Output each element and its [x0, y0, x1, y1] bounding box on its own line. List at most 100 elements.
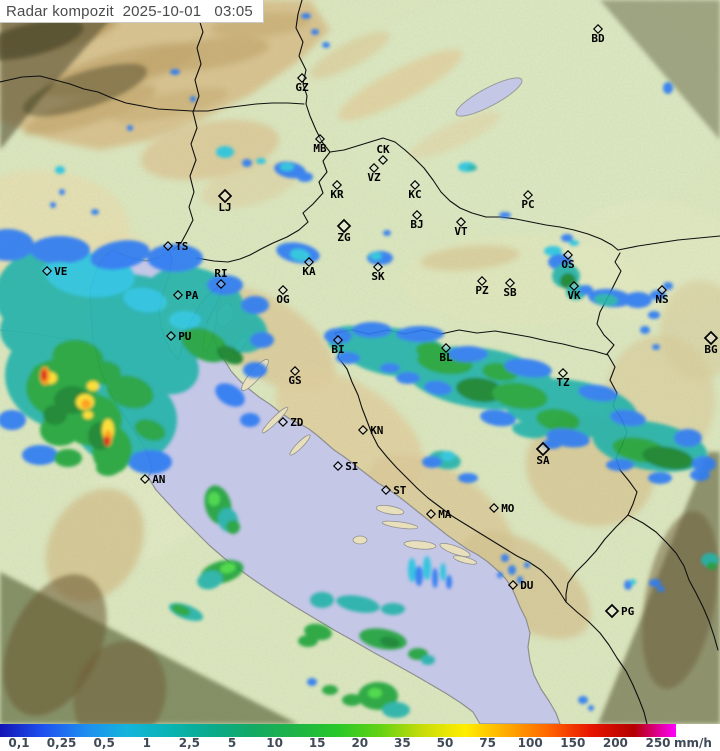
precip-cell [690, 469, 710, 481]
precip-cell [181, 327, 229, 363]
station-label: RI [214, 267, 227, 280]
title-bar: Radar kompozit 2025-10-01 03:05 [0, 0, 264, 23]
station-diamond-icon [289, 365, 301, 377]
precip-cell [446, 575, 452, 589]
precip-cell [89, 361, 121, 385]
station-label: OS [561, 258, 574, 271]
precip-cell [322, 685, 338, 695]
station-label: PU [178, 330, 192, 343]
precip-cell [342, 694, 362, 706]
station-label: TS [175, 240, 188, 253]
precip-cell [90, 240, 150, 270]
station-label: CK [376, 143, 390, 156]
precip-cell [396, 372, 420, 384]
station-label: SK [371, 270, 385, 283]
precip-cell [561, 234, 573, 242]
precip-cell [594, 293, 618, 307]
station-label: SB [503, 286, 517, 299]
radar-map-canvas: BD GZ MB CK VZ KR KC LJ BJ ZG VT PC TS VE RI PA KA SK OG PZ… [0, 0, 720, 724]
precip-cell [501, 554, 509, 562]
precipitation-layer [0, 13, 719, 718]
precip-cell [336, 352, 360, 364]
precip-cell [96, 460, 120, 476]
precip-cell [663, 82, 673, 94]
station-label: KC [408, 188, 421, 201]
precip-cell [55, 166, 65, 174]
legend-value: 10 [266, 736, 283, 750]
legend-value: 250 [645, 736, 671, 750]
precip-cell [650, 290, 666, 300]
precip-cell [497, 572, 503, 578]
station-label: AN [152, 473, 165, 486]
precip-cell [381, 603, 405, 615]
station-diamond-icon [535, 441, 551, 457]
station-diamond-icon [162, 240, 174, 252]
station-label: PG [621, 605, 635, 618]
precip-cell [663, 282, 673, 290]
precip-cell [59, 189, 65, 195]
station-label: KR [330, 188, 344, 201]
legend-color-bar [0, 724, 676, 737]
precip-cell [415, 566, 423, 586]
stations-layer: BD GZ MB CK VZ KR KC LJ BJ ZG VT PC TS VE RI PA KA SK OG PZ… [41, 23, 719, 619]
legend-value: 2,5 [178, 736, 201, 750]
precip-cell [197, 570, 223, 590]
station-label: ZD [290, 416, 304, 429]
precip-cell [578, 384, 618, 402]
precip-cell [50, 202, 56, 208]
precip-cell [311, 29, 319, 35]
precip-cell [240, 413, 260, 427]
precip-cell [242, 159, 252, 167]
station-diamond-icon [476, 275, 488, 287]
station-diamond-icon [336, 218, 352, 234]
precip-cell [81, 399, 91, 409]
precip-cell [674, 429, 702, 447]
precip-cell [106, 375, 154, 409]
station-diamond-icon [41, 265, 53, 277]
precip-cell [606, 459, 634, 471]
station-diamond-icon [368, 162, 380, 174]
station-label: BI [331, 343, 344, 356]
legend-value: 15 [308, 736, 326, 750]
station-diamond-icon [217, 188, 233, 204]
station-diamond-icon [314, 133, 326, 145]
precip-cell [649, 579, 661, 587]
station-diamond-icon [411, 209, 423, 221]
station-label: LJ [218, 201, 231, 214]
precip-cell [380, 363, 400, 373]
precip-cell [128, 450, 172, 474]
station-label: TZ [556, 376, 570, 389]
precip-cell [54, 449, 82, 467]
station-diamond-icon [139, 473, 151, 485]
precip-cell [104, 436, 110, 446]
station-label: MA [438, 508, 452, 521]
precip-cell [524, 562, 530, 568]
station-label: VZ [367, 171, 381, 184]
station-diamond-icon [488, 502, 500, 514]
station-diamond-icon [165, 330, 177, 342]
station-label: DU [520, 579, 534, 592]
precip-cell [642, 446, 694, 470]
map-title: Radar kompozit 2025-10-01 03:05 [6, 2, 253, 20]
precip-cell [43, 405, 67, 425]
station-label: VT [454, 225, 468, 238]
precip-cell [588, 705, 594, 711]
precip-cell [171, 604, 191, 616]
precip-cell [610, 409, 646, 427]
precip-cell [134, 419, 166, 441]
radar-map[interactable]: BD GZ MB CK VZ KR KC LJ BJ ZG VT PC TS VE RI PA KA SK OG PZ… [0, 0, 720, 724]
legend-value: 75 [479, 736, 496, 750]
precip-cell [301, 13, 311, 19]
precip-cell [220, 562, 236, 574]
borders-layer [0, 0, 720, 724]
legend-value: 35 [394, 736, 411, 750]
precip-cell [131, 335, 199, 395]
station-diamond-icon [562, 249, 574, 261]
station-label: SA [536, 454, 550, 467]
precip-cell [368, 688, 382, 698]
station-diamond-icon [296, 72, 308, 84]
legend-value: 0,5 [93, 736, 115, 750]
legend-labels: 0,1 0,25 0,5 1 2,5 5 10 15 20 35 50 75 100 150 200 250 m… [0, 736, 720, 751]
precip-cell [517, 576, 523, 584]
